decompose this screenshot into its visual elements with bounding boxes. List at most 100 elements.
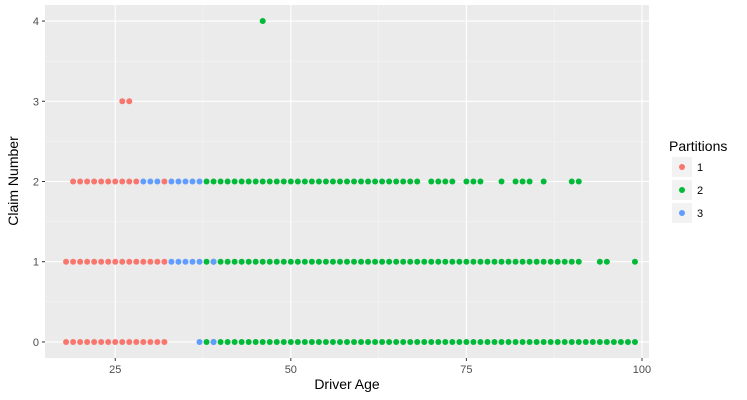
data-point-partition-1 — [98, 258, 105, 265]
data-point-partition-1 — [126, 258, 133, 265]
data-point-partition-2 — [287, 178, 294, 185]
data-point-partition-2 — [386, 178, 393, 185]
data-point-partition-3 — [189, 258, 196, 265]
data-point-partition-2 — [329, 258, 336, 265]
data-point-partition-2 — [449, 178, 456, 185]
data-point-partition-2 — [449, 338, 456, 345]
data-point-partition-2 — [421, 258, 428, 265]
data-point-partition-2 — [238, 178, 245, 185]
data-point-partition-1 — [70, 178, 77, 185]
data-point-partition-1 — [105, 338, 112, 345]
data-point-partition-2 — [442, 338, 449, 345]
data-point-partition-2 — [231, 258, 238, 265]
data-point-partition-2 — [477, 258, 484, 265]
data-point-partition-2 — [224, 178, 231, 185]
data-point-partition-2 — [315, 178, 322, 185]
data-point-partition-2 — [365, 178, 372, 185]
data-point-partition-2 — [568, 338, 575, 345]
data-point-partition-2 — [294, 178, 301, 185]
data-point-partition-2 — [540, 258, 547, 265]
data-point-partition-2 — [266, 258, 273, 265]
legend-key-dot — [679, 187, 685, 193]
data-point-partition-1 — [91, 338, 98, 345]
data-point-partition-1 — [105, 258, 112, 265]
data-point-partition-2 — [217, 258, 224, 265]
data-point-partition-2 — [393, 178, 400, 185]
data-point-partition-1 — [133, 178, 140, 185]
y-axis-title: Claim Number — [5, 136, 21, 226]
data-point-partition-2 — [631, 258, 638, 265]
data-point-partition-2 — [526, 338, 533, 345]
data-point-partition-2 — [484, 258, 491, 265]
data-point-partition-2 — [329, 338, 336, 345]
data-point-partition-2 — [351, 258, 358, 265]
data-point-partition-3 — [196, 178, 203, 185]
data-point-partition-2 — [456, 338, 463, 345]
data-point-partition-2 — [322, 178, 329, 185]
data-point-partition-2 — [547, 258, 554, 265]
data-point-partition-2 — [568, 258, 575, 265]
data-point-partition-2 — [266, 338, 273, 345]
data-point-partition-2 — [554, 258, 561, 265]
data-point-partition-2 — [428, 338, 435, 345]
data-point-partition-2 — [463, 178, 470, 185]
data-point-partition-2 — [203, 338, 210, 345]
data-point-partition-1 — [154, 258, 161, 265]
data-point-partition-1 — [140, 258, 147, 265]
data-point-partition-2 — [610, 338, 617, 345]
data-point-partition-2 — [294, 258, 301, 265]
data-point-partition-2 — [245, 338, 252, 345]
data-point-partition-3 — [210, 338, 217, 345]
data-point-partition-2 — [428, 258, 435, 265]
data-point-partition-1 — [112, 338, 119, 345]
data-point-partition-2 — [266, 178, 273, 185]
data-point-partition-1 — [84, 258, 91, 265]
data-point-partition-2 — [308, 178, 315, 185]
legend-title: Partitions — [669, 138, 727, 154]
data-point-partition-2 — [596, 338, 603, 345]
data-point-partition-2 — [561, 258, 568, 265]
data-point-partition-2 — [294, 338, 301, 345]
data-point-partition-1 — [112, 178, 119, 185]
data-point-partition-2 — [329, 178, 336, 185]
data-point-partition-2 — [344, 338, 350, 345]
data-point-partition-1 — [98, 338, 105, 345]
data-point-partition-2 — [344, 178, 350, 185]
data-point-partition-2 — [379, 178, 386, 185]
data-point-partition-1 — [126, 178, 133, 185]
data-point-partition-2 — [372, 338, 379, 345]
data-point-partition-2 — [491, 258, 498, 265]
data-point-partition-2 — [336, 178, 343, 185]
data-point-partition-2 — [498, 338, 505, 345]
data-point-partition-1 — [133, 338, 140, 345]
data-point-partition-2 — [336, 338, 343, 345]
data-point-partition-3 — [196, 338, 203, 345]
data-point-partition-2 — [393, 258, 400, 265]
data-point-partition-2 — [442, 178, 449, 185]
data-point-partition-2 — [217, 338, 224, 345]
data-point-partition-2 — [407, 338, 414, 345]
data-point-partition-2 — [470, 258, 477, 265]
data-point-partition-2 — [442, 258, 449, 265]
data-point-partition-2 — [456, 258, 463, 265]
data-point-partition-2 — [224, 258, 231, 265]
data-point-partition-2 — [435, 178, 442, 185]
data-point-partition-2 — [526, 178, 533, 185]
data-point-partition-2 — [301, 258, 308, 265]
data-point-partition-2 — [365, 258, 372, 265]
data-point-partition-3 — [182, 258, 189, 265]
data-point-partition-2 — [336, 258, 343, 265]
legend-label: 2 — [697, 185, 703, 197]
data-point-partition-1 — [70, 338, 77, 345]
legend-key-dot — [679, 164, 685, 170]
data-point-partition-1 — [77, 178, 84, 185]
data-point-partition-2 — [315, 258, 322, 265]
data-point-partition-2 — [372, 178, 379, 185]
data-point-partition-2 — [568, 178, 575, 185]
data-point-partition-1 — [119, 178, 126, 185]
data-point-partition-2 — [435, 338, 442, 345]
data-point-partition-2 — [400, 178, 407, 185]
data-point-partition-2 — [259, 338, 266, 345]
data-point-partition-2 — [238, 338, 245, 345]
